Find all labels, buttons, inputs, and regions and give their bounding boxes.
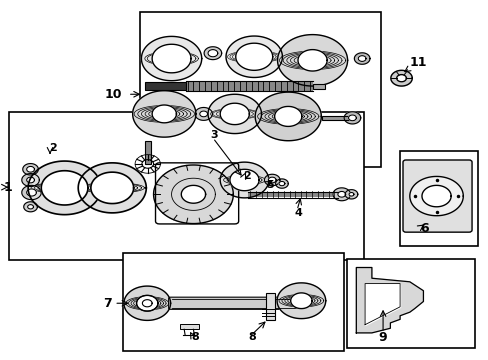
Polygon shape xyxy=(345,190,357,199)
Polygon shape xyxy=(365,284,399,325)
Polygon shape xyxy=(27,177,34,183)
Polygon shape xyxy=(203,47,221,60)
Polygon shape xyxy=(409,176,462,216)
Polygon shape xyxy=(220,162,268,198)
Bar xyxy=(180,324,199,329)
Polygon shape xyxy=(27,166,34,172)
Polygon shape xyxy=(337,192,345,197)
Polygon shape xyxy=(277,283,325,319)
Polygon shape xyxy=(421,185,450,207)
Polygon shape xyxy=(200,111,207,117)
Text: 4: 4 xyxy=(294,208,302,218)
Text: 2: 2 xyxy=(243,171,250,181)
Polygon shape xyxy=(27,189,36,196)
Polygon shape xyxy=(22,185,41,200)
Polygon shape xyxy=(274,107,301,126)
Bar xyxy=(322,116,348,120)
Polygon shape xyxy=(28,204,33,209)
Polygon shape xyxy=(235,43,272,70)
Polygon shape xyxy=(290,293,311,309)
Bar xyxy=(312,84,324,89)
Polygon shape xyxy=(141,36,201,81)
Text: 8: 8 xyxy=(248,332,256,342)
Polygon shape xyxy=(136,296,158,311)
Polygon shape xyxy=(41,171,88,205)
Text: 8: 8 xyxy=(191,332,198,342)
Polygon shape xyxy=(358,56,366,62)
Polygon shape xyxy=(153,165,233,224)
Polygon shape xyxy=(225,36,282,77)
Polygon shape xyxy=(344,112,360,124)
Polygon shape xyxy=(348,115,356,121)
Polygon shape xyxy=(348,193,353,196)
Polygon shape xyxy=(195,108,212,120)
Polygon shape xyxy=(264,174,280,186)
FancyBboxPatch shape xyxy=(402,160,471,232)
Text: 5: 5 xyxy=(265,180,273,190)
Bar xyxy=(266,293,275,320)
Polygon shape xyxy=(152,105,176,123)
Polygon shape xyxy=(332,188,350,201)
Polygon shape xyxy=(229,169,259,191)
Polygon shape xyxy=(207,94,261,134)
Polygon shape xyxy=(28,161,101,215)
Polygon shape xyxy=(78,163,146,213)
Bar xyxy=(140,12,380,167)
FancyBboxPatch shape xyxy=(168,297,301,309)
Polygon shape xyxy=(277,35,347,86)
Bar xyxy=(9,112,363,260)
Polygon shape xyxy=(268,177,276,183)
Polygon shape xyxy=(91,172,133,203)
Text: 9: 9 xyxy=(377,332,386,345)
Bar xyxy=(399,152,477,246)
Polygon shape xyxy=(255,92,321,141)
Bar xyxy=(248,192,338,197)
Polygon shape xyxy=(132,91,196,137)
Text: 1: 1 xyxy=(4,181,13,194)
Polygon shape xyxy=(123,286,170,320)
Polygon shape xyxy=(181,185,205,203)
Polygon shape xyxy=(207,50,217,57)
Polygon shape xyxy=(24,202,37,212)
Polygon shape xyxy=(136,296,158,311)
Polygon shape xyxy=(354,53,369,64)
Polygon shape xyxy=(279,181,285,186)
Polygon shape xyxy=(22,174,39,186)
Polygon shape xyxy=(142,300,152,307)
Polygon shape xyxy=(396,75,406,82)
Text: 10: 10 xyxy=(104,88,122,101)
Polygon shape xyxy=(23,163,38,175)
Polygon shape xyxy=(275,179,287,188)
Polygon shape xyxy=(152,44,191,73)
Polygon shape xyxy=(297,50,326,71)
Polygon shape xyxy=(220,103,249,125)
FancyBboxPatch shape xyxy=(144,82,186,90)
Bar xyxy=(186,81,312,91)
Text: 11: 11 xyxy=(409,55,427,69)
Text: 2: 2 xyxy=(49,143,57,153)
Polygon shape xyxy=(356,267,423,333)
Bar xyxy=(346,258,474,348)
Text: 3: 3 xyxy=(210,130,218,140)
Bar xyxy=(122,253,344,351)
Polygon shape xyxy=(390,70,411,86)
Text: 6: 6 xyxy=(420,222,428,235)
Bar xyxy=(144,141,150,164)
Text: 7: 7 xyxy=(103,297,112,310)
